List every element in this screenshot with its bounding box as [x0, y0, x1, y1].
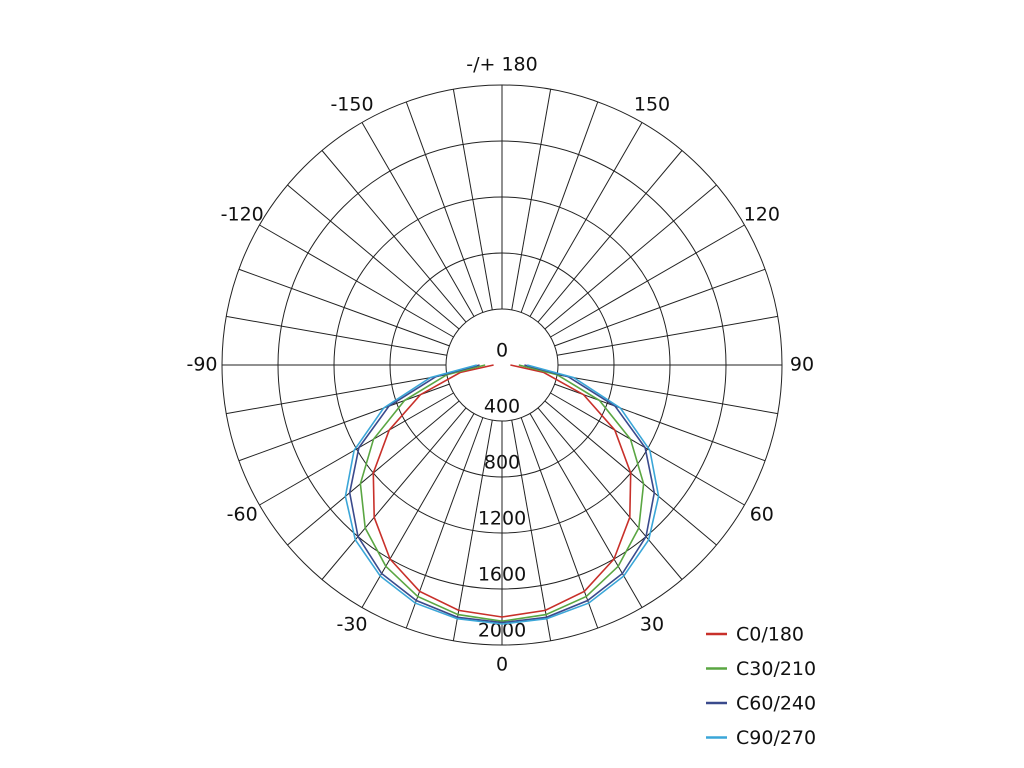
radial-grid-line — [321, 150, 467, 323]
intensity-curve — [344, 364, 660, 625]
radial-grid-line — [544, 184, 717, 330]
radial-grid-line — [520, 417, 599, 629]
intensity-curve — [359, 364, 645, 623]
radial-grid-line — [557, 315, 778, 356]
radial-grid-line — [550, 224, 745, 338]
r-tick-label: 400 — [484, 396, 520, 418]
theta-tick-label: 60 — [750, 504, 774, 526]
radial-grid-line — [287, 184, 460, 330]
radial-grid-line — [550, 392, 745, 506]
radial-grid-line — [452, 89, 493, 310]
radial-grid-line — [226, 315, 447, 356]
theta-tick-label: -30 — [336, 613, 367, 635]
radial-grid-line — [238, 268, 450, 347]
radial-grid-line — [557, 374, 778, 415]
legend-label: C90/270 — [736, 727, 816, 749]
theta-tick-label: 150 — [634, 94, 670, 116]
radial-grid-line — [259, 224, 454, 338]
legend-label: C60/240 — [736, 693, 816, 715]
radial-grid-line — [321, 407, 467, 580]
theta-tick-label: 120 — [744, 204, 780, 226]
theta-tick-label: -90 — [186, 354, 217, 376]
theta-tick-label: 0 — [496, 654, 508, 676]
theta-tick-label: -/+ 180 — [466, 54, 537, 76]
intensity-curve — [348, 364, 656, 624]
theta-tick-label: 30 — [640, 613, 664, 635]
radial-grid-line — [511, 89, 552, 310]
theta-tick-label: -60 — [227, 504, 258, 526]
legend-label: C30/210 — [736, 658, 816, 680]
radial-grid-line — [554, 383, 766, 462]
radial-grid-line — [405, 417, 484, 629]
radial-grid-line — [520, 101, 599, 313]
radial-grid-line — [361, 413, 475, 608]
radial-grid-line — [537, 150, 683, 323]
radial-grid-line — [554, 268, 766, 347]
radial-grid-line — [226, 374, 447, 415]
radial-grid-line — [259, 392, 454, 506]
radial-grid-line — [529, 122, 643, 317]
radial-grid-line — [405, 101, 484, 313]
theta-tick-label: -120 — [221, 204, 264, 226]
legend-label: C0/180 — [736, 624, 804, 646]
radial-grid-line — [511, 420, 552, 641]
radial-grid-line — [452, 420, 493, 641]
radial-grid-line — [361, 122, 475, 317]
r-tick-label: 0 — [496, 340, 508, 362]
radial-grid-line — [529, 413, 643, 608]
theta-tick-label: -150 — [330, 94, 373, 116]
radial-grid-line — [537, 407, 683, 580]
radial-grid-line — [238, 383, 450, 462]
theta-tick-label: 90 — [790, 354, 814, 376]
intensity-curve — [372, 364, 632, 618]
